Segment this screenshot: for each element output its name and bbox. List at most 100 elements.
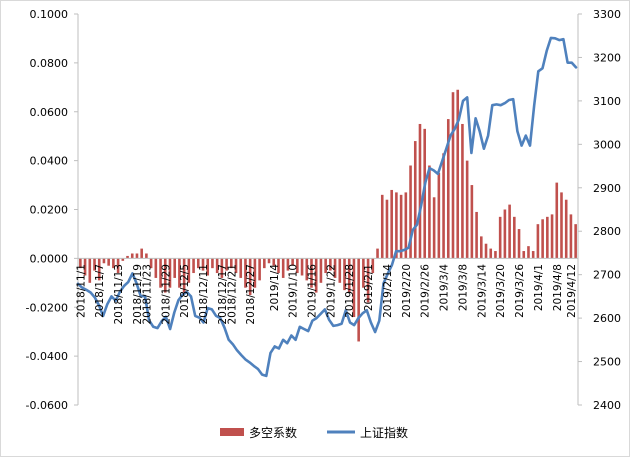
left-tick-label: -0.0600 [26, 399, 68, 412]
bar [220, 258, 224, 278]
bar [442, 153, 445, 259]
bar [102, 258, 106, 264]
right-tick-label: 3100 [593, 95, 621, 108]
legend-label-line: 上证指数 [360, 425, 408, 440]
bar [126, 255, 129, 259]
x-tick-label: 2019/2/1 [363, 264, 375, 311]
left-axis-ticks: -0.0600 -0.0400 -0.0200 0.0000 0.0200 0.0400 0… [26, 8, 78, 412]
bar [560, 192, 563, 259]
bar [305, 258, 309, 281]
bar [234, 258, 238, 274]
right-tick-label: 2400 [593, 399, 621, 412]
bar [201, 258, 205, 271]
bar [546, 216, 549, 259]
x-tick-label: 2019/4/8 [552, 264, 564, 311]
bar [376, 248, 379, 259]
bar [319, 258, 323, 283]
x-tick-label: 2019/1/28 [344, 264, 356, 318]
x-tick-label: 2019/4/12 [566, 264, 578, 318]
bar [272, 258, 276, 266]
bar [159, 258, 162, 288]
x-tick-label: 2018/11/29 [160, 264, 172, 325]
bar [206, 258, 210, 276]
x-tick-label: 2019/1/22 [325, 264, 337, 318]
bar [574, 224, 577, 259]
right-tick-label: 2500 [593, 356, 621, 369]
x-tick-label: 2019/2/14 [382, 264, 394, 318]
bar [83, 258, 87, 276]
bar [343, 258, 346, 291]
bar [461, 123, 464, 259]
x-tick-label: 2018/11/19 [132, 264, 144, 325]
bar [494, 251, 497, 259]
bar [508, 204, 511, 259]
bar [230, 258, 233, 269]
bar [93, 258, 96, 271]
right-tick-label: 3200 [593, 51, 621, 64]
left-tick-label: 0.0400 [30, 155, 69, 168]
bar [244, 258, 247, 288]
right-axis-ticks: 2400 2500 2600 2700 2800 2900 3000 3100 3200 3300 [578, 8, 621, 412]
bar [413, 141, 417, 259]
bar [121, 258, 125, 261]
x-tick-label: 2018/11/13 [113, 264, 125, 325]
bar [178, 258, 181, 288]
left-tick-label: 0.0200 [30, 204, 69, 217]
bar [310, 258, 313, 288]
legend-label-bar: 多空系数 [249, 425, 297, 440]
x-tick-label: 2019/4/1 [533, 264, 545, 311]
x-tick-label: 2019/3/20 [495, 264, 507, 318]
left-tick-label: 0.1000 [30, 8, 69, 21]
left-tick-label: 0.0600 [30, 106, 69, 119]
bar [239, 258, 243, 278]
right-tick-label: 2800 [593, 225, 621, 238]
right-tick-label: 2900 [593, 182, 621, 195]
bar [135, 253, 139, 259]
bar [437, 172, 441, 259]
bar [154, 258, 158, 278]
bar [527, 246, 530, 259]
bar [362, 258, 365, 288]
bar [116, 258, 120, 274]
bar [395, 192, 398, 259]
bar [385, 199, 389, 259]
bar [465, 160, 469, 259]
bar [423, 128, 426, 259]
bar [79, 258, 82, 269]
bar [112, 258, 115, 269]
bar [564, 199, 568, 259]
bar [329, 258, 332, 271]
right-tick-label: 2700 [593, 269, 621, 282]
bar [550, 214, 554, 259]
bar [428, 165, 431, 259]
right-tick-label: 3000 [593, 138, 621, 151]
x-tick-label: 2019/3/14 [476, 264, 488, 318]
line-series [76, 36, 578, 378]
index-line [76, 36, 578, 378]
bar [187, 258, 191, 283]
x-tick-label: 2018/12/21 [226, 264, 238, 325]
bar [215, 258, 219, 274]
x-tick-label: 2018/11/7 [94, 264, 106, 318]
right-tick-label: 3300 [593, 8, 621, 21]
left-tick-label: 0.0800 [30, 57, 69, 70]
bar [470, 185, 474, 259]
bar [225, 258, 228, 271]
bar [281, 258, 285, 278]
legend-swatch-bar [220, 428, 244, 436]
bar [390, 189, 393, 259]
x-tick-label: 2018/12/5 [179, 264, 191, 318]
bar [107, 258, 110, 266]
bar [277, 258, 280, 274]
bar [314, 258, 318, 293]
bar-series [79, 89, 577, 342]
bar [130, 253, 134, 259]
bar [456, 89, 460, 259]
bar [498, 216, 502, 259]
bar [324, 258, 327, 274]
bar [253, 258, 257, 288]
x-tick-label: 2018/11/1 [75, 264, 87, 318]
bar [333, 258, 337, 278]
bar [536, 224, 540, 259]
left-tick-label: -0.0400 [26, 350, 68, 363]
